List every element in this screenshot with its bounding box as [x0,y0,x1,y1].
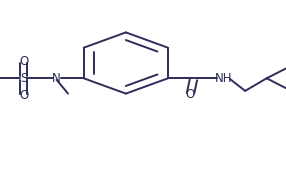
Text: O: O [186,88,195,101]
Text: NH: NH [215,72,233,85]
Text: O: O [19,89,28,102]
Text: N: N [52,72,61,85]
Text: O: O [19,55,28,68]
Text: S: S [20,72,27,85]
